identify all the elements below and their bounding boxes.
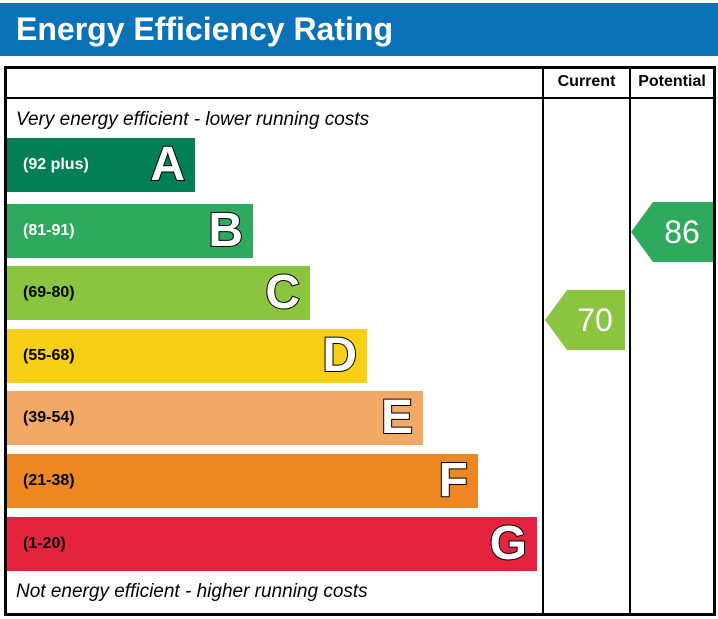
band-letter: A bbox=[149, 137, 186, 192]
rating-band-b: (81-91) B bbox=[7, 203, 253, 258]
potential-column-header: Potential bbox=[638, 73, 706, 90]
rating-band-e: (39-54) E bbox=[7, 390, 423, 445]
band-range-label: (21-38) bbox=[23, 472, 75, 489]
band-range-label: (81-91) bbox=[23, 222, 75, 239]
rating-band-a: (92 plus) A bbox=[7, 137, 195, 192]
band-letter: D bbox=[321, 328, 358, 383]
potential-column-divider bbox=[629, 66, 631, 616]
rating-band-d: (55-68) D bbox=[7, 328, 367, 383]
bottom-caption: Not energy efficient - higher running co… bbox=[16, 581, 368, 602]
current-column-header: Current bbox=[557, 73, 616, 90]
band-range-label: (69-80) bbox=[23, 284, 75, 301]
current-column-divider bbox=[542, 66, 544, 616]
page-title: Energy Efficiency Rating bbox=[16, 11, 393, 47]
header-row-divider bbox=[7, 97, 713, 99]
band-range-label: (1-20) bbox=[23, 535, 66, 552]
band-letter: B bbox=[207, 203, 244, 258]
top-caption: Very energy efficient - lower running co… bbox=[16, 109, 370, 130]
rating-band-f: (21-38) F bbox=[7, 453, 478, 508]
potential-rating-value: 86 bbox=[664, 213, 700, 250]
band-letter: C bbox=[264, 265, 301, 320]
rating-band-g: (1-20) G bbox=[7, 516, 537, 571]
band-range-label: (39-54) bbox=[23, 409, 75, 426]
title-bar: Energy Efficiency Rating bbox=[0, 3, 718, 56]
band-letter: G bbox=[489, 516, 528, 571]
band-range-label: (92 plus) bbox=[23, 156, 89, 173]
current-rating-value: 70 bbox=[577, 301, 613, 338]
rating-band-c: (69-80) C bbox=[7, 265, 310, 320]
band-letter: F bbox=[438, 453, 469, 508]
band-range-label: (55-68) bbox=[23, 347, 75, 364]
band-letter: E bbox=[380, 390, 414, 445]
